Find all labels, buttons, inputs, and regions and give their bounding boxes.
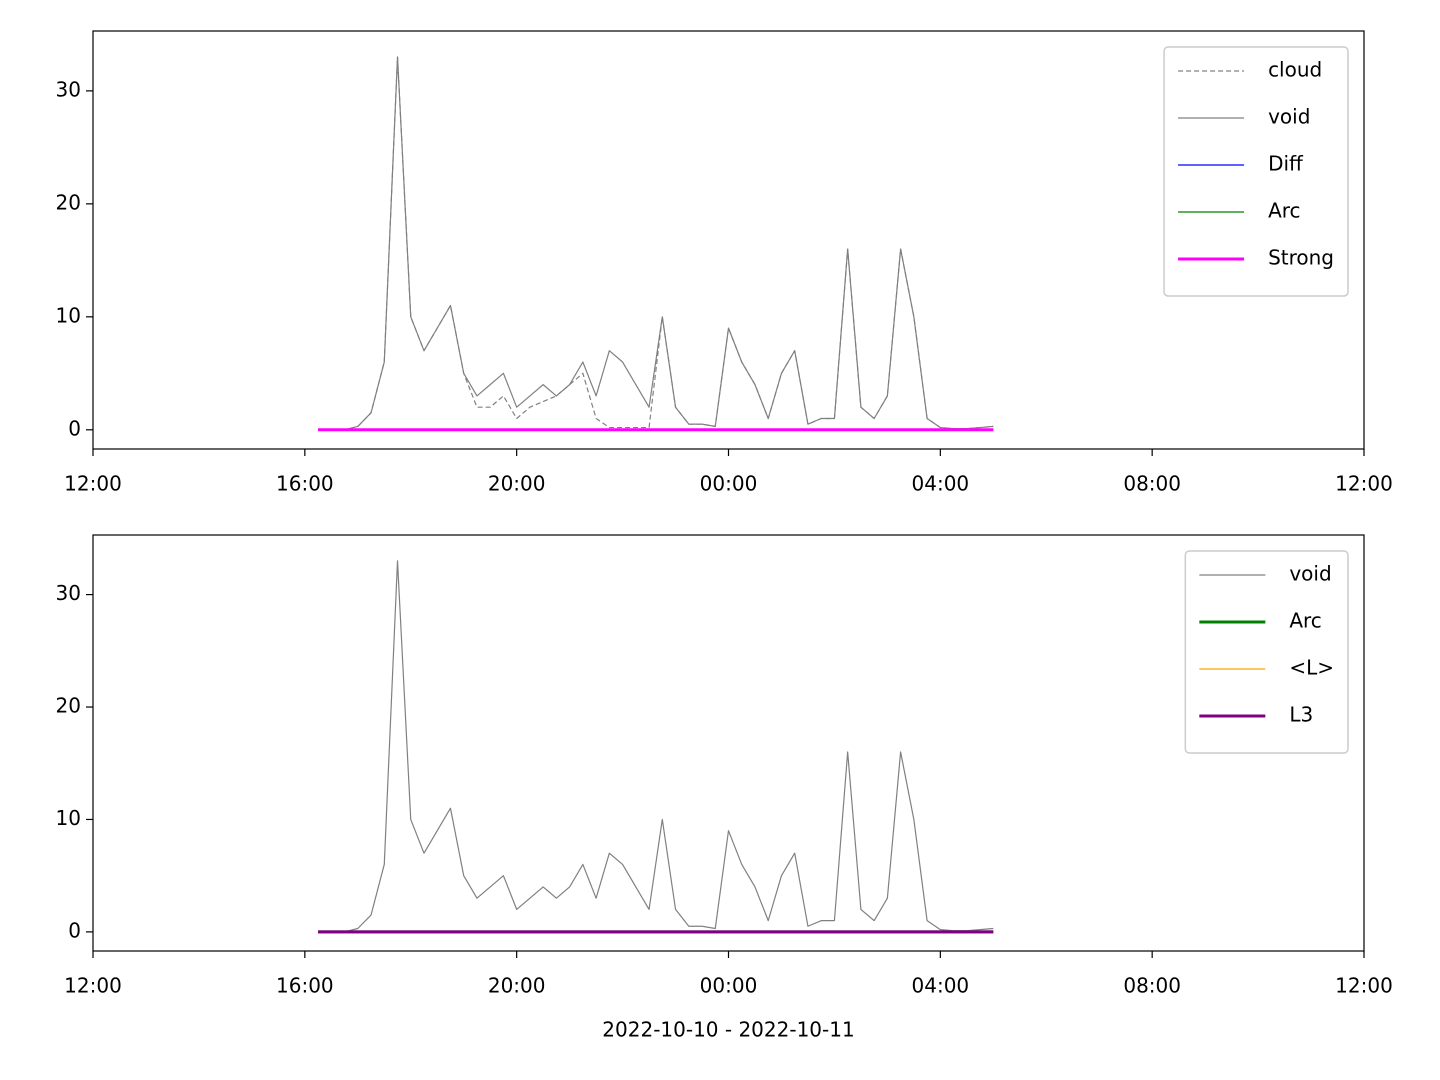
y-tick-label: 20 bbox=[56, 190, 81, 214]
x-tick-label: 20:00 bbox=[488, 974, 546, 998]
legend-label: L3 bbox=[1289, 703, 1313, 727]
x-tick-label: 12:00 bbox=[1335, 472, 1393, 496]
legend-label: <L> bbox=[1289, 656, 1334, 680]
x-tick-label: 12:00 bbox=[64, 472, 122, 496]
x-tick-label: 08:00 bbox=[1123, 974, 1181, 998]
legend-label: void bbox=[1268, 105, 1310, 129]
x-tick-label: 00:00 bbox=[700, 974, 758, 998]
legend-box bbox=[1163, 46, 1349, 297]
legend-label: Diff bbox=[1268, 152, 1304, 176]
legend-label: Arc bbox=[1289, 609, 1321, 633]
x-tick-label: 12:00 bbox=[1335, 974, 1393, 998]
x-tick-label: 00:00 bbox=[700, 472, 758, 496]
x-tick-label: 20:00 bbox=[488, 472, 546, 496]
y-tick-label: 10 bbox=[56, 806, 81, 830]
axes-frame bbox=[92, 534, 1365, 952]
y-tick-label: 0 bbox=[68, 416, 81, 440]
x-tick-label: 16:00 bbox=[276, 472, 334, 496]
series-line bbox=[318, 560, 994, 933]
x-tick-label: 12:00 bbox=[64, 974, 122, 998]
legend-label: Strong bbox=[1268, 246, 1334, 270]
x-tick-label: 04:00 bbox=[912, 974, 970, 998]
legend-label: void bbox=[1289, 562, 1331, 586]
y-tick-label: 0 bbox=[68, 918, 81, 942]
y-tick-label: 20 bbox=[56, 694, 81, 718]
series-line bbox=[318, 56, 994, 431]
x-tick-label: 08:00 bbox=[1123, 472, 1181, 496]
y-tick-label: 30 bbox=[56, 581, 81, 605]
x-axis-label: 2022-10-10 - 2022-10-11 bbox=[602, 1018, 854, 1042]
y-tick-label: 10 bbox=[56, 303, 81, 327]
legend-label: cloud bbox=[1268, 58, 1322, 82]
plot-area bbox=[93, 31, 1364, 449]
axes-frame bbox=[92, 30, 1365, 450]
legend-label: Arc bbox=[1268, 199, 1300, 223]
x-tick-label: 16:00 bbox=[276, 974, 334, 998]
y-tick-label: 30 bbox=[56, 77, 81, 101]
plot-area bbox=[93, 535, 1364, 951]
legend-box bbox=[1184, 550, 1349, 754]
x-tick-label: 04:00 bbox=[912, 472, 970, 496]
